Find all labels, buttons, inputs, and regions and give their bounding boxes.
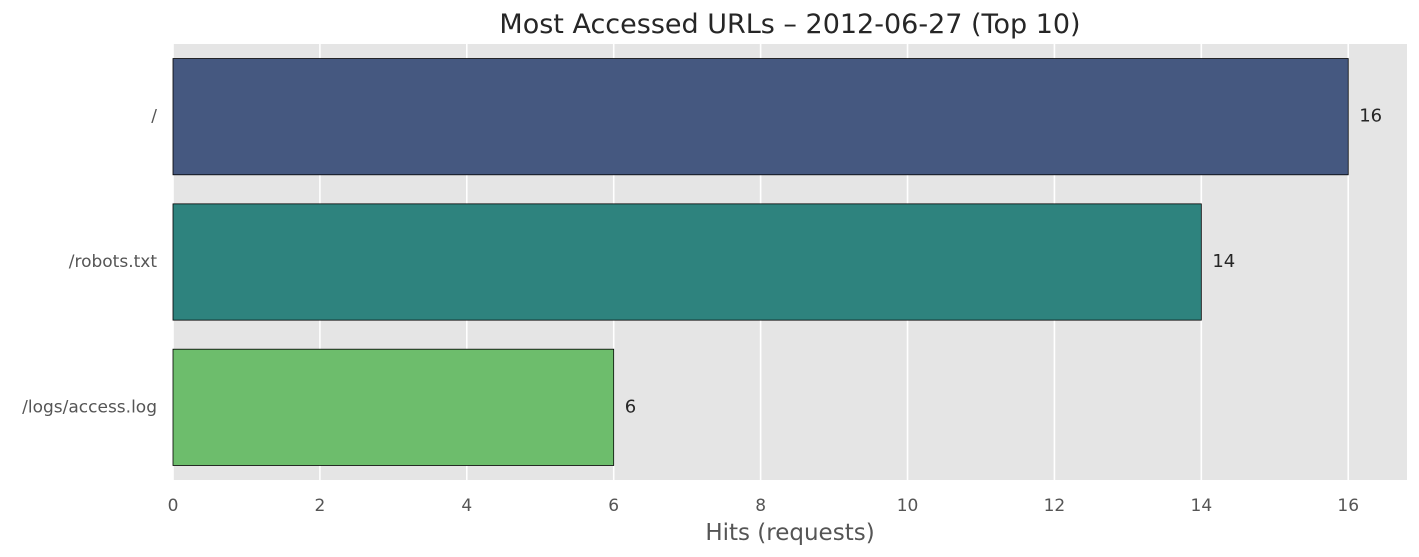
data-label: 16 <box>1359 106 1382 127</box>
bars <box>172 58 1349 466</box>
x-tick-label: 6 <box>608 496 619 516</box>
value-labels: 16 14 6 <box>625 106 1382 418</box>
x-axis-label: Hits (requests) <box>705 520 874 546</box>
x-tick-label: 10 <box>897 496 919 516</box>
x-tick-label: 14 <box>1191 496 1213 516</box>
y-tick-labels: / /robots.txt/logs/access.log <box>22 107 157 418</box>
data-label: 6 <box>625 396 636 417</box>
y-tick-label: / <box>151 107 157 127</box>
y-tick-label: /robots.txt <box>69 252 158 272</box>
x-tick-label: 0 <box>168 496 179 516</box>
chart-title: Most Accessed URLs – 2012-06-27 (Top 10) <box>499 9 1080 40</box>
x-tick-label: 16 <box>1337 496 1359 516</box>
y-tick-label: /logs/access.log <box>22 397 157 417</box>
x-tick-label: 2 <box>314 496 325 516</box>
x-tick-label: 12 <box>1044 496 1066 516</box>
bar <box>172 58 1349 176</box>
x-tick-labels: 0 2 4 6 8 10 12 14 16 <box>168 496 1359 516</box>
x-tick-label: 4 <box>461 496 472 516</box>
bar <box>172 203 1202 321</box>
data-label: 14 <box>1212 251 1235 272</box>
bar <box>172 348 615 466</box>
x-tick-label: 8 <box>755 496 766 516</box>
